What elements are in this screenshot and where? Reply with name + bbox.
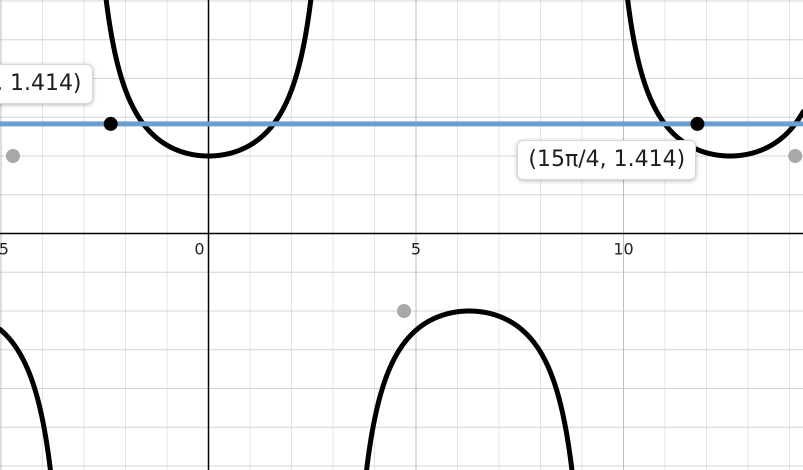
tick-labels: -5 0 5 10 bbox=[0, 240, 634, 259]
x-tick-label: 10 bbox=[613, 240, 633, 259]
point-coordinate-label: (3π/4, 1.414) bbox=[0, 63, 93, 104]
plot-point[interactable] bbox=[690, 116, 705, 131]
plot-points[interactable] bbox=[5, 116, 803, 318]
major-gridlines bbox=[0, 0, 624, 470]
plot-point[interactable] bbox=[103, 116, 118, 131]
x-tick-label: 0 bbox=[194, 240, 204, 259]
plot-point[interactable] bbox=[788, 149, 803, 163]
point-coordinate-label: (15π/4, 1.414) bbox=[517, 139, 697, 180]
x-tick-label: -5 bbox=[0, 240, 9, 259]
x-tick-label: 5 bbox=[411, 240, 421, 259]
plot-point[interactable] bbox=[5, 149, 20, 163]
plot-point[interactable] bbox=[397, 304, 412, 318]
